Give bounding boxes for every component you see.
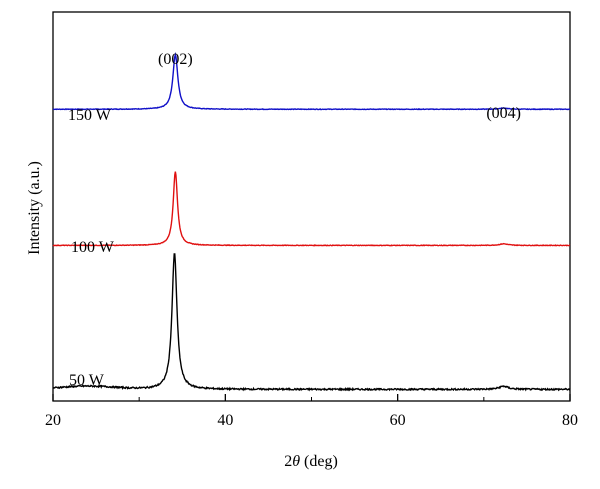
series-curves bbox=[52, 51, 571, 392]
x-axis: 20 40 60 80 bbox=[45, 394, 578, 429]
x-tick-label-40: 40 bbox=[217, 412, 233, 429]
plot-frame bbox=[52, 11, 571, 402]
series-line-100w bbox=[52, 171, 571, 247]
x-tick-label-20: 20 bbox=[45, 412, 61, 429]
annotation-002: (002) bbox=[158, 51, 193, 68]
annotation-004: (004) bbox=[486, 105, 521, 122]
x-tick-label-80: 80 bbox=[562, 412, 578, 429]
x-axis-title: 2θ (deg) bbox=[284, 453, 338, 470]
series-labels: 150 W 100 W 50 W bbox=[68, 107, 115, 389]
series-line-50w bbox=[52, 253, 571, 392]
peak-annotations: (002) (004) bbox=[158, 51, 521, 122]
series-label-150w: 150 W bbox=[68, 107, 112, 124]
y-axis-title: Intensity (a.u.) bbox=[26, 161, 43, 255]
series-label-50w: 50 W bbox=[69, 372, 105, 389]
series-line-150w bbox=[52, 51, 571, 111]
series-label-100w: 100 W bbox=[71, 239, 115, 256]
plot-area bbox=[52, 11, 571, 402]
x-tick-label-60: 60 bbox=[390, 412, 406, 429]
